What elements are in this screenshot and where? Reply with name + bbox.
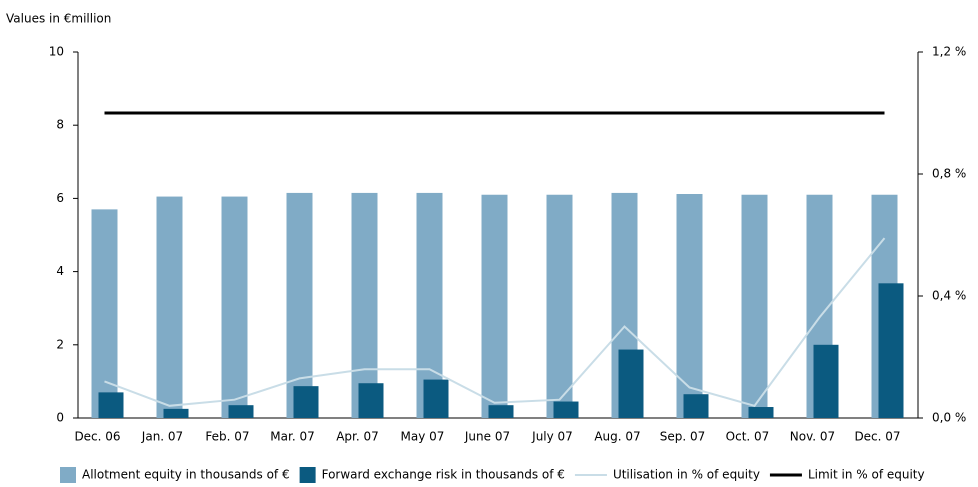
- x-tick-label: Sep. 07: [660, 430, 706, 444]
- bar: [228, 405, 254, 418]
- bar: [221, 196, 248, 418]
- legend-label: Limit in % of equity: [808, 468, 925, 482]
- y2-tick-label: 0,8 %: [932, 167, 966, 181]
- bar: [423, 379, 449, 418]
- bar: [683, 394, 709, 418]
- bar: [286, 192, 313, 418]
- y2-tick-label: 0,4 %: [932, 289, 966, 303]
- bar: [488, 405, 514, 418]
- legend-swatch: [299, 467, 316, 483]
- bar: [156, 196, 183, 418]
- bar: [481, 194, 508, 418]
- y-tick-label: 10: [49, 45, 64, 59]
- x-tick-label: Dec. 07: [854, 430, 900, 444]
- x-tick-label: Oct. 07: [726, 430, 770, 444]
- x-tick-label: Mar. 07: [270, 430, 314, 444]
- bar: [293, 386, 319, 418]
- y2-tick-label: 0,0 %: [932, 411, 966, 425]
- legend-label: Forward exchange risk in thousands of €: [322, 468, 565, 482]
- bar: [553, 401, 579, 418]
- bar: [676, 194, 703, 418]
- axis-unit-label: Values in €million: [6, 12, 111, 26]
- line-series: [104, 237, 886, 407]
- bar: [546, 194, 573, 418]
- y2-tick-label: 1,2 %: [932, 45, 966, 59]
- x-tick-label: Jan. 07: [141, 430, 183, 444]
- bar: [878, 283, 904, 418]
- legend-label: Allotment equity in thousands of €: [82, 468, 290, 482]
- y-tick-label: 6: [56, 191, 64, 205]
- y-tick-label: 8: [56, 118, 64, 132]
- bar: [741, 194, 768, 418]
- bar: [813, 344, 839, 418]
- bar: [91, 209, 118, 418]
- x-tick-label: July 07: [531, 430, 573, 444]
- x-tick-label: Dec. 06: [74, 430, 120, 444]
- legend-label: Utilisation in % of equity: [613, 468, 760, 482]
- bar: [618, 349, 644, 418]
- x-tick-label: Aug. 07: [594, 430, 640, 444]
- x-tick-label: Apr. 07: [336, 430, 379, 444]
- bar: [351, 192, 378, 418]
- bar: [358, 383, 384, 418]
- y-tick-label: 2: [56, 337, 64, 351]
- bar: [98, 392, 124, 418]
- y-tick-label: 0: [56, 411, 64, 425]
- legend-swatch: [60, 467, 76, 483]
- y-tick-label: 4: [56, 264, 64, 278]
- bar: [748, 407, 774, 418]
- x-tick-label: Nov. 07: [790, 430, 835, 444]
- x-tick-label: June 07: [464, 430, 510, 444]
- x-tick-label: May 07: [401, 430, 445, 444]
- x-tick-label: Feb. 07: [205, 430, 249, 444]
- bar: [163, 408, 189, 418]
